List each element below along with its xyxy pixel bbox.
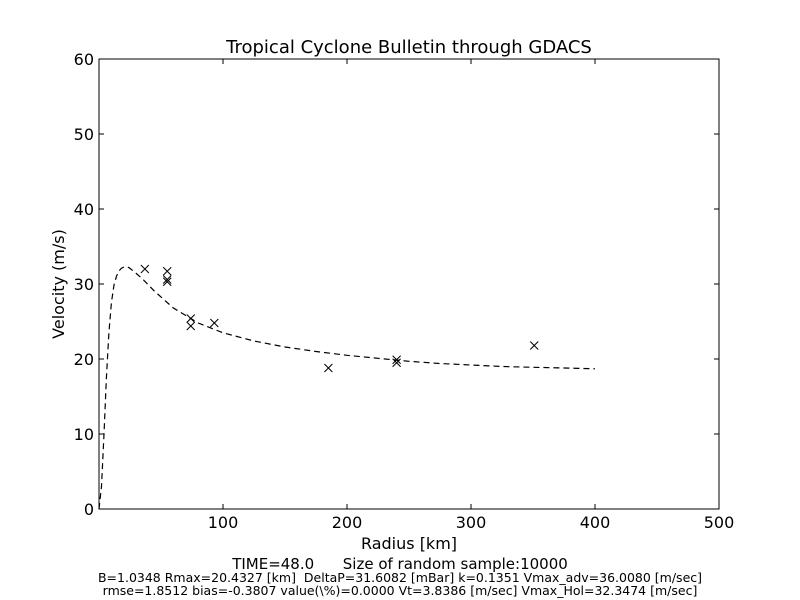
data-point-marker: [209, 318, 219, 328]
data-point-marker: [162, 275, 172, 284]
chart-title: Tropical Cyclone Bulletin through GDACS: [225, 37, 592, 58]
x-tick-label: 200: [332, 513, 363, 532]
data-point-marker: [324, 363, 333, 373]
y-tick-label: 20: [74, 350, 94, 369]
y-tick-label: 0: [84, 500, 94, 519]
data-point-marker: [186, 321, 196, 331]
axis-ticks: 0 10 20 30 40 50 60 100 200 300 400 500: [74, 50, 735, 532]
fit-curve: [98, 266, 596, 510]
footer-stats-line: rmse=1.8512 bias=-0.3807 value(\%)=0.000…: [102, 583, 698, 598]
x-tick-label: 500: [704, 513, 735, 532]
y-tick-label: 40: [74, 200, 94, 219]
data-point-marker: [162, 266, 172, 276]
x-tick-label: 300: [456, 513, 487, 532]
data-point-marker: [140, 264, 150, 274]
footer-time-line: TIME=48.0 Size of random sample:10000: [232, 555, 568, 573]
x-tick-label: 400: [580, 513, 611, 532]
y-tick-label: 60: [74, 50, 94, 69]
y-tick-label: 10: [74, 425, 94, 444]
x-tick-label: 100: [208, 513, 239, 532]
data-point-marker: [529, 341, 539, 350]
y-tick-label: 50: [74, 125, 94, 144]
data-point-marker: [162, 277, 172, 287]
footer-params-line: B=1.0348 Rmax=20.4327 [km] DeltaP=31.608…: [97, 570, 703, 585]
chart: Tropical Cyclone Bulletin through GDACS …: [49, 37, 735, 553]
y-tick-label: 30: [74, 275, 94, 294]
y-axis-label: Velocity (m/s): [49, 229, 68, 339]
plot-frame: [98, 58, 720, 510]
x-axis-label: Radius [km]: [361, 534, 457, 553]
plot-series: [98, 264, 596, 510]
